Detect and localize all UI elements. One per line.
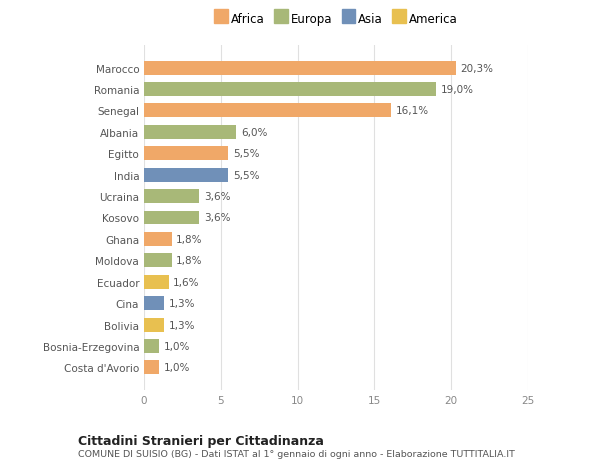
- Bar: [144, 211, 199, 225]
- Text: 1,6%: 1,6%: [173, 277, 200, 287]
- Text: 3,6%: 3,6%: [204, 213, 230, 223]
- Text: 1,3%: 1,3%: [169, 320, 195, 330]
- Text: 5,5%: 5,5%: [233, 149, 260, 159]
- Bar: [144, 318, 164, 332]
- Text: 1,3%: 1,3%: [169, 298, 195, 308]
- Text: 16,1%: 16,1%: [396, 106, 429, 116]
- Legend: Africa, Europa, Asia, America: Africa, Europa, Asia, America: [212, 11, 460, 28]
- Text: COMUNE DI SUISIO (BG) - Dati ISTAT al 1° gennaio di ogni anno - Elaborazione TUT: COMUNE DI SUISIO (BG) - Dati ISTAT al 1°…: [78, 449, 515, 458]
- Bar: [144, 126, 236, 140]
- Text: 20,3%: 20,3%: [460, 63, 493, 73]
- Bar: [144, 232, 172, 246]
- Text: 1,0%: 1,0%: [164, 363, 190, 373]
- Text: 3,6%: 3,6%: [204, 192, 230, 202]
- Bar: [144, 168, 229, 182]
- Bar: [144, 275, 169, 289]
- Text: 19,0%: 19,0%: [440, 85, 473, 95]
- Bar: [144, 361, 160, 375]
- Bar: [144, 190, 199, 204]
- Bar: [144, 62, 456, 75]
- Text: 1,0%: 1,0%: [164, 341, 190, 351]
- Bar: [144, 339, 160, 353]
- Bar: [144, 83, 436, 97]
- Bar: [144, 297, 164, 310]
- Text: 1,8%: 1,8%: [176, 235, 203, 244]
- Text: 1,8%: 1,8%: [176, 256, 203, 266]
- Text: Cittadini Stranieri per Cittadinanza: Cittadini Stranieri per Cittadinanza: [78, 434, 324, 447]
- Bar: [144, 254, 172, 268]
- Text: 6,0%: 6,0%: [241, 128, 267, 138]
- Bar: [144, 104, 391, 118]
- Text: 5,5%: 5,5%: [233, 170, 260, 180]
- Bar: [144, 147, 229, 161]
